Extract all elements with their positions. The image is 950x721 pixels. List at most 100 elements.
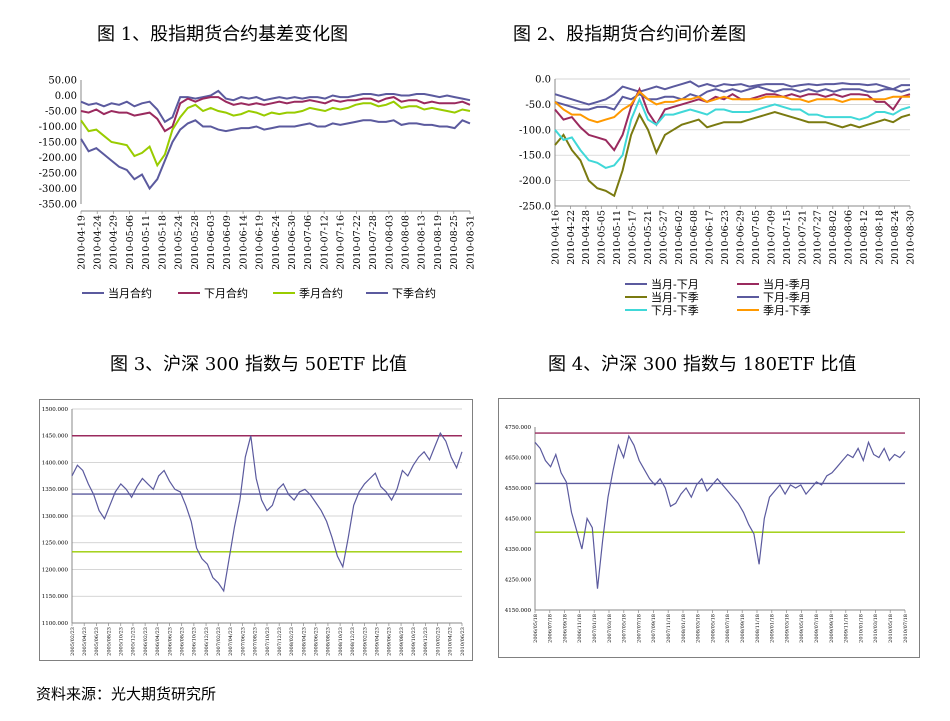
series-line — [554, 85, 911, 111]
y-tick-label: 4650.000 — [505, 455, 532, 461]
x-tick-label: 2006/08/23 — [179, 627, 185, 656]
y-tick-label: 1450.000 — [42, 434, 69, 440]
x-tick-label: 2010-05-21 — [643, 210, 654, 265]
y-tick-label: -250.0 — [519, 202, 551, 213]
y-tick-label: 4550.000 — [505, 486, 532, 492]
x-tick-label: 2010-05-24 — [174, 215, 185, 270]
x-tick-label: 2010-06-29 — [736, 210, 747, 265]
x-tick-label: 2007/01/18 — [592, 614, 598, 643]
x-tick-label: 2008/02/23 — [289, 627, 295, 656]
y-tick-label: 0.0 — [535, 75, 551, 86]
y-tick-label: 1200.000 — [42, 567, 69, 573]
x-tick-label: 2010-06-02 — [674, 210, 685, 265]
x-tick-label: 2006/12/23 — [204, 627, 210, 656]
x-tick-label: 2010-06-30 — [287, 215, 298, 270]
y-tick-label: -350.00 — [39, 200, 77, 211]
x-tick-label: 2005/12/23 — [131, 627, 137, 656]
x-tick-label: 2008/11/18 — [755, 614, 761, 643]
x-tick-label: 2009/03/18 — [784, 614, 790, 643]
x-tick-label: 2010-05-05 — [597, 210, 608, 265]
legend-label: 季月-下季 — [763, 304, 811, 317]
legend-label: 当月-季月 — [763, 277, 811, 291]
legend-label: 当月-下月 — [651, 277, 699, 291]
y-tick-label: -300.00 — [39, 184, 77, 195]
series-line — [554, 110, 911, 198]
x-tick-label: 2010-08-25 — [449, 215, 460, 270]
legend-label: 下月-季月 — [763, 291, 811, 304]
x-tick-label: 2010-07-28 — [368, 215, 379, 270]
series-line — [554, 90, 910, 124]
x-tick-label: 2010-05-18 — [157, 215, 168, 270]
legend-label: 季月合约 — [299, 286, 343, 300]
x-tick-label: 2009/11/18 — [844, 614, 850, 643]
x-tick-label: 2006/10/23 — [192, 627, 198, 656]
x-tick-label: 2009/09/18 — [829, 614, 835, 643]
x-tick-label: 2008/10/23 — [338, 627, 344, 656]
x-tick-label: 2010-08-19 — [433, 215, 444, 270]
x-tick-label: 2009/07/18 — [814, 614, 820, 643]
x-tick-label: 2006/05/18 — [533, 614, 539, 643]
y-tick-label: -150.00 — [39, 138, 77, 149]
x-tick-label: 2005/06/23 — [94, 627, 100, 656]
y-tick-label: 1500.000 — [42, 407, 69, 413]
y-tick-label: 4150.000 — [505, 608, 532, 614]
x-tick-label: 2010-07-27 — [813, 210, 824, 265]
x-tick-label: 2010-05-11 — [612, 210, 623, 265]
x-tick-label: 2010/05/18 — [888, 614, 894, 643]
x-tick-label: 2010-07-21 — [797, 210, 808, 265]
x-tick-label: 2008/03/18 — [696, 614, 702, 643]
x-tick-label: 2007/11/18 — [666, 614, 672, 643]
x-tick-label: 2007/02/23 — [216, 627, 222, 656]
legend-label: 当月合约 — [108, 286, 152, 300]
chart2-panel: 0.0 -50.0 -100.0 -150.0 -200.0 -250.0 2010-04-… — [505, 68, 920, 324]
x-tick-label: 2010-06-23 — [720, 210, 731, 265]
legend-label: 下月合约 — [204, 286, 248, 300]
y-tick-label: -200.00 — [39, 153, 77, 164]
series-line — [71, 431, 463, 593]
x-tick-label: 2007/03/18 — [607, 614, 613, 643]
x-tick-label: 2010-05-11 — [141, 215, 152, 270]
chart4-panel: 4750.000 4650.000 4550.000 4450.000 4350.000… — [498, 398, 920, 658]
x-tick-label: 2007/07/18 — [636, 614, 642, 643]
x-tick-label: 2005/08/23 — [106, 627, 112, 656]
x-tick-label: 2010-08-08 — [400, 215, 411, 270]
x-tick-label: 2008/01/18 — [681, 614, 687, 643]
spread-line-chart: 0.0-50.0-100.0-150.0-200.0-250.02010-04-… — [519, 75, 916, 318]
y-tick-label: 4450.000 — [505, 516, 532, 522]
x-tick-label: 2010/02/23 — [435, 627, 441, 656]
x-tick-label: 2008/05/18 — [710, 614, 716, 643]
x-tick-label: 2010-04-22 — [566, 210, 577, 265]
chart2-title: 图 2、股指期货合约间价差图 — [513, 24, 747, 45]
x-tick-label: 2010-06-03 — [206, 215, 217, 270]
y-tick-label: 0.00 — [55, 91, 77, 102]
y-tick-label: -50.00 — [45, 107, 77, 118]
x-tick-label: 2010-04-28 — [581, 210, 592, 265]
x-tick-label: 2007/06/23 — [240, 627, 246, 656]
series-line — [554, 86, 911, 152]
x-tick-label: 2010-05-28 — [190, 215, 201, 270]
y-tick-label: -250.00 — [39, 169, 77, 180]
x-tick-label: 2009/05/18 — [799, 614, 805, 643]
x-tick-label: 2010-05-17 — [627, 210, 638, 265]
x-tick-label: 2010-08-24 — [890, 210, 901, 265]
x-tick-label: 2010-07-09 — [766, 210, 777, 265]
x-tick-label: 2007/09/18 — [651, 614, 657, 643]
x-tick-label: 2010-08-31 — [465, 215, 476, 270]
chart4-title: 图 4、沪深 300 指数与 180ETF 比值 — [548, 354, 857, 375]
x-tick-label: 2008/04/23 — [301, 627, 307, 656]
x-tick-label: 2010-06-19 — [255, 215, 266, 270]
chart3-panel: 1500.000 1450.000 1400.000 1350.000 1300.000… — [39, 399, 473, 661]
x-tick-label: 2008/12/23 — [350, 627, 356, 656]
x-tick-label: 2010-04-16 — [550, 210, 561, 265]
x-tick-label: 2009/12/23 — [423, 627, 429, 656]
x-tick-label: 2007/10/23 — [265, 627, 271, 656]
chart3-title: 图 3、沪深 300 指数与 50ETF 比值 — [110, 354, 407, 375]
x-tick-label: 2010-06-17 — [705, 210, 716, 265]
series-line — [554, 80, 910, 106]
x-tick-label: 2006/07/18 — [548, 614, 554, 643]
x-tick-label: 2009/02/23 — [362, 627, 368, 656]
series-line — [80, 100, 471, 168]
chart1-title: 图 1、股指期货合约基差变化图 — [97, 24, 349, 45]
x-tick-label: 2008/06/23 — [314, 627, 320, 656]
y-tick-label: 4350.000 — [505, 547, 532, 553]
